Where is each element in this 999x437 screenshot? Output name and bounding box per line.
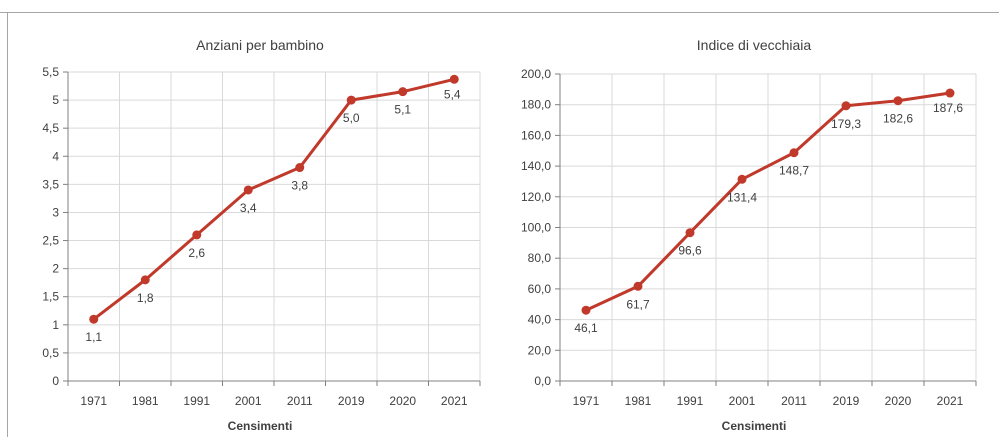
data-label: 148,7 <box>779 164 809 178</box>
x-tick-label: 2019 <box>338 394 365 408</box>
data-label: 3,8 <box>291 179 308 193</box>
data-point <box>841 101 851 111</box>
x-tick-label: 1971 <box>80 394 107 408</box>
y-tick-label: 200,0 <box>521 67 551 81</box>
data-point <box>243 185 253 195</box>
y-tick-label: 40,0 <box>528 313 552 327</box>
x-tick-labels: 1971 1981 1991 2001 2011 2019 2020 2021 <box>573 394 964 408</box>
data-label: 1,1 <box>85 330 102 344</box>
x-axis-label: Censimenti <box>722 419 787 433</box>
data-point <box>945 88 955 98</box>
y-tick-labels: 0,0 20,0 40,0 60,0 80,0 100,0 120,0 140,0 160,0 1… <box>521 67 551 388</box>
y-tick-label: 1,5 <box>42 290 59 304</box>
data-point <box>140 275 150 285</box>
y-tick-label: 3 <box>52 205 59 219</box>
data-label: 131,4 <box>727 190 757 204</box>
x-tick-label: 1991 <box>183 394 210 408</box>
y-tick-label: 3,5 <box>42 177 59 191</box>
data-point <box>295 163 305 173</box>
data-point <box>89 314 99 324</box>
x-tick-label: 1991 <box>677 394 704 408</box>
chart-anziani-per-bambino: Anziani per bambino 0 0,5 1 1,5 2 2,5 3 3,5 4 4,5… <box>42 37 481 433</box>
y-tick-label: 4,5 <box>42 121 59 135</box>
data-point <box>737 174 747 184</box>
grid-lines <box>68 71 481 381</box>
y-tick-label: 2 <box>52 262 59 276</box>
data-point <box>633 281 643 291</box>
y-tick-label: 140,0 <box>521 159 551 173</box>
x-axis-label: Censimenti <box>228 419 293 433</box>
data-label: 46,1 <box>574 321 598 335</box>
y-tick-label: 4 <box>52 149 59 163</box>
data-label: 96,6 <box>678 244 702 258</box>
data-point <box>789 148 799 158</box>
data-label: 1,8 <box>137 291 154 305</box>
data-point <box>449 74 459 84</box>
chart-indice-di-vecchiaia: Indice di vecchiaia 0,0 20,0 40,0 60,0 80,0 1… <box>521 37 977 433</box>
data-point <box>398 87 408 97</box>
data-label: 3,4 <box>240 201 257 215</box>
series-path <box>92 77 455 321</box>
x-tick-label: 1971 <box>573 394 600 408</box>
data-point <box>581 305 591 315</box>
data-label: 5,0 <box>343 111 360 125</box>
y-tick-label: 100,0 <box>521 221 551 235</box>
y-tick-label: 0,0 <box>534 374 551 388</box>
grid-lines <box>560 73 977 381</box>
x-tick-labels: 1971 1981 1991 2001 2011 2019 2020 2021 <box>80 394 468 408</box>
y-tick-label: 5 <box>52 93 59 107</box>
axes <box>63 71 481 386</box>
series-line <box>581 88 955 315</box>
data-label: 179,3 <box>831 117 861 131</box>
y-tick-label: 5,5 <box>42 65 59 79</box>
series-line <box>89 74 459 324</box>
x-tick-label: 2020 <box>885 394 912 408</box>
data-label: 2,6 <box>188 246 205 260</box>
x-tick-label: 2021 <box>441 394 468 408</box>
x-tick-label: 2011 <box>781 394 807 408</box>
data-label: 5,4 <box>444 87 461 101</box>
data-label: 187,6 <box>933 101 963 115</box>
axes <box>555 73 977 386</box>
series-path <box>585 91 951 312</box>
x-tick-label: 2021 <box>937 394 964 408</box>
y-tick-labels: 0 0,5 1 1,5 2 2,5 3 3,5 4 4,5 5 5,5 <box>42 65 59 388</box>
y-tick-label: 2,5 <box>42 234 59 248</box>
y-tick-label: 0,5 <box>42 346 59 360</box>
data-point <box>192 230 202 240</box>
data-labels: 46,1 61,7 96,6 131,4 148,7 179,3 182,6 187,6 <box>574 101 963 335</box>
y-tick-label: 20,0 <box>528 343 552 357</box>
data-label: 182,6 <box>883 112 913 126</box>
x-tick-label: 1981 <box>625 394 652 408</box>
x-tick-label: 2001 <box>235 394 262 408</box>
y-tick-label: 0 <box>52 374 59 388</box>
data-label: 5,1 <box>394 103 411 117</box>
y-tick-label: 180,0 <box>521 98 551 112</box>
chart-title: Indice di vecchiaia <box>697 37 812 53</box>
x-tick-label: 2020 <box>389 394 416 408</box>
y-tick-label: 80,0 <box>528 251 552 265</box>
chart-title: Anziani per bambino <box>196 37 324 53</box>
data-point <box>685 228 695 238</box>
x-tick-label: 2011 <box>287 394 313 408</box>
x-tick-label: 2019 <box>833 394 860 408</box>
data-point <box>346 95 356 105</box>
x-tick-label: 1981 <box>132 394 159 408</box>
y-tick-label: 160,0 <box>521 128 551 142</box>
x-tick-label: 2001 <box>729 394 756 408</box>
data-labels: 1,1 1,8 2,6 3,4 3,8 5,0 5,1 5,4 <box>85 87 461 344</box>
data-point <box>893 96 903 106</box>
y-tick-label: 60,0 <box>528 282 552 296</box>
data-label: 61,7 <box>626 297 650 311</box>
y-tick-label: 1 <box>52 318 59 332</box>
y-tick-label: 120,0 <box>521 190 551 204</box>
